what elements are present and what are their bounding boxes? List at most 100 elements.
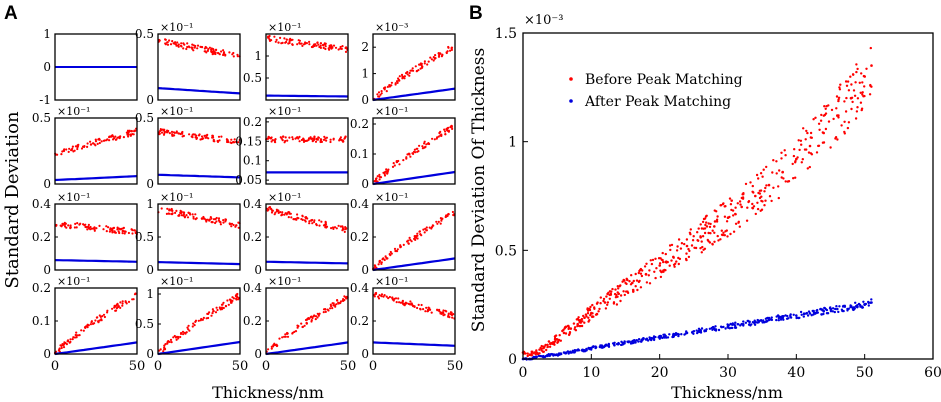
data-point xyxy=(598,307,601,311)
subplot-point-before xyxy=(100,140,103,143)
subplot-point-before xyxy=(428,226,431,229)
subplot-point-before xyxy=(267,348,270,351)
y-tick-label: 1.5 xyxy=(495,26,517,42)
data-point xyxy=(850,96,854,100)
data-point xyxy=(870,298,873,301)
subplot: ×10⁻¹ 0.4 0.2 0 xyxy=(350,191,456,277)
subplot-point-before xyxy=(440,134,443,137)
data-point xyxy=(672,263,676,266)
subplot-ytick-label: 0 xyxy=(361,347,369,361)
data-point xyxy=(764,186,767,190)
subplot-xtick-label: 0 xyxy=(154,359,162,374)
subplot-point-before xyxy=(406,70,409,74)
data-point xyxy=(692,235,695,238)
subplot-point-before xyxy=(389,250,392,254)
data-point xyxy=(661,251,664,255)
subplot-point-before xyxy=(160,207,163,210)
data-point xyxy=(661,336,664,340)
subplot-point-before xyxy=(72,336,75,339)
subplot-point-before xyxy=(284,136,287,139)
data-point xyxy=(719,238,722,241)
data-point xyxy=(834,137,837,140)
data-point xyxy=(846,126,850,130)
subplot-point-before xyxy=(377,297,381,300)
data-point xyxy=(752,205,756,208)
subplot-point-before xyxy=(288,40,291,43)
subplot-point-before xyxy=(342,228,345,231)
subplot-point-before xyxy=(451,210,454,214)
subplot-point-before xyxy=(102,313,106,316)
subplot-point-before xyxy=(107,226,110,229)
subplot-point-before xyxy=(286,332,289,335)
data-point xyxy=(793,148,796,151)
data-point xyxy=(553,338,557,341)
data-point xyxy=(812,118,815,121)
subplot-point-before xyxy=(134,292,137,295)
subplot-point-before xyxy=(163,128,166,131)
subplot-point-before xyxy=(226,299,229,302)
subplot-point-before xyxy=(83,145,86,148)
subplot-point-before xyxy=(330,46,333,50)
subplot-point-before xyxy=(232,297,235,300)
subplot-point-before xyxy=(113,304,116,307)
subplot-series-before xyxy=(267,34,349,54)
data-point xyxy=(691,239,695,242)
data-point xyxy=(781,171,784,174)
subplot-point-before xyxy=(123,230,126,233)
x-tick-label: 10 xyxy=(582,365,600,381)
subplot-ytick-label: 0.4 xyxy=(350,197,369,211)
subplot: ×10⁻¹ 0.5 0 xyxy=(135,105,241,191)
subplot-point-before xyxy=(279,136,282,139)
subplot-point-before xyxy=(210,217,213,220)
subplot-point-before xyxy=(180,45,183,48)
subplot-point-before xyxy=(269,137,273,140)
subplot-point-before xyxy=(112,226,116,229)
subplot: ×10⁻¹ 1 0.5 xyxy=(243,21,349,101)
subplot-point-before xyxy=(388,85,391,88)
data-point xyxy=(690,244,694,247)
data-point xyxy=(705,214,708,217)
subplot-point-before xyxy=(199,319,202,322)
subplot-point-before xyxy=(83,224,86,227)
subplot-point-before xyxy=(95,316,98,319)
data-point xyxy=(729,232,732,236)
subplot-point-before xyxy=(310,137,313,140)
data-point xyxy=(626,290,629,293)
data-point xyxy=(620,343,624,346)
subplot-point-before xyxy=(301,325,304,329)
subplot-point-before xyxy=(191,213,194,216)
data-point xyxy=(707,222,710,225)
subplot-point-before xyxy=(275,38,278,42)
subplot-point-before xyxy=(442,309,445,312)
data-point xyxy=(785,317,789,320)
data-point xyxy=(805,312,808,315)
subplot-point-before xyxy=(89,140,92,143)
data-point xyxy=(651,337,654,340)
subplot-point-before xyxy=(171,209,174,212)
subplot-point-before xyxy=(180,42,183,45)
data-point xyxy=(566,350,570,353)
data-point xyxy=(540,344,543,348)
subplot-frame xyxy=(265,203,349,271)
subplot-point-before xyxy=(224,305,228,308)
data-point xyxy=(715,220,719,223)
data-point xyxy=(818,128,821,131)
series-after xyxy=(521,298,873,361)
subplot: ×10⁻¹ 0.4 0.2 00 50 xyxy=(243,275,356,374)
subplot-point-before xyxy=(111,231,114,234)
subplot-frame xyxy=(54,287,138,355)
data-point xyxy=(836,138,839,141)
subplot-point-before xyxy=(232,223,235,227)
subplot-frame xyxy=(157,287,241,355)
data-point xyxy=(846,307,849,311)
subplot-point-before xyxy=(319,138,322,141)
data-point xyxy=(576,324,579,328)
subplot-point-before xyxy=(232,55,235,58)
subplot: ×10⁻¹ 0.2 0.15 0.1 0.05 xyxy=(235,105,349,187)
data-point xyxy=(775,160,778,163)
subplot-point-before xyxy=(440,219,443,222)
subplot-point-before xyxy=(303,324,306,327)
subplot-ytick-label: 0.4 xyxy=(350,281,369,295)
data-point xyxy=(711,229,714,232)
data-point xyxy=(824,112,828,115)
